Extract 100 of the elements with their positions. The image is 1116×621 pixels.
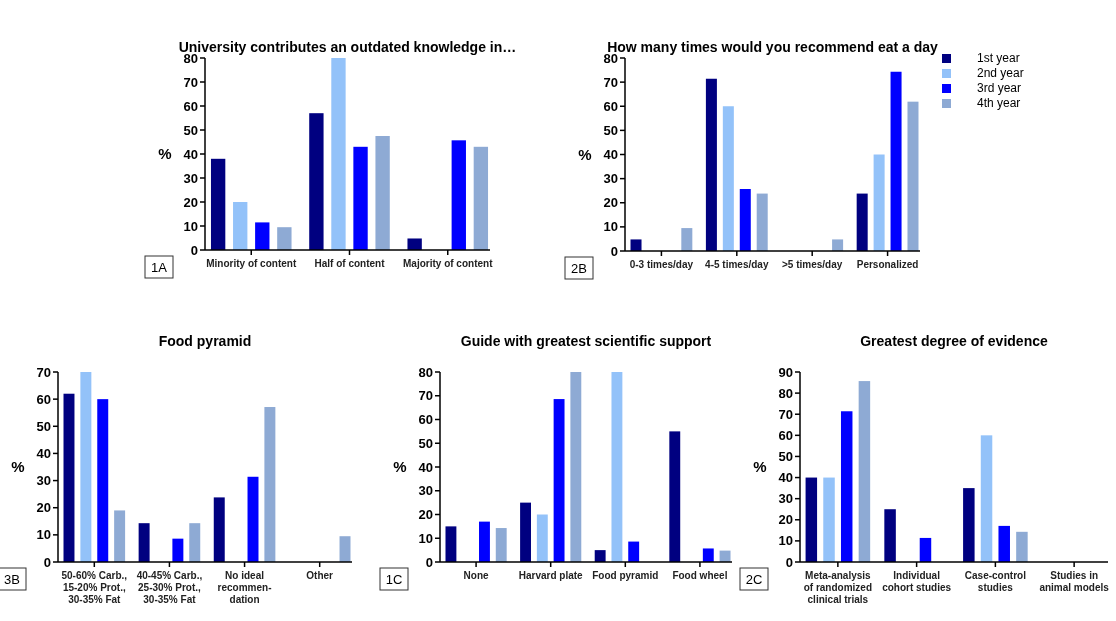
- y-tick-label: 0: [610, 243, 618, 259]
- bar: [495, 528, 507, 562]
- x-tick-label: Studies in animal models: [1039, 570, 1110, 593]
- x-tick-label: Minority of content: [206, 258, 297, 269]
- chart-title: How many times would you recommend eat a day: [607, 39, 939, 55]
- legend-label: 1st year: [977, 51, 1020, 66]
- y-tick-label: 0: [425, 554, 433, 570]
- bar: [536, 514, 548, 562]
- bar: [210, 158, 226, 250]
- x-tick-label: Personalized: [856, 259, 919, 270]
- bar: [702, 548, 714, 562]
- y-tick-label: 10: [603, 219, 618, 235]
- bar: [628, 541, 640, 562]
- y-tick-label: 80: [418, 364, 433, 380]
- bar: [873, 154, 885, 251]
- y-tick-label: 20: [36, 500, 51, 516]
- bar: [63, 393, 75, 562]
- text: 1C: [385, 571, 403, 587]
- y-tick-label: 0: [43, 554, 51, 570]
- x-tick-label: 40-45% Carb., 25-30% Prot., 30-35% Fat: [136, 570, 203, 605]
- bar: [840, 411, 853, 562]
- y-axis-title: %: [753, 458, 767, 476]
- y-tick-label: 50: [778, 448, 793, 464]
- y-tick-label: 40: [183, 146, 198, 162]
- bar: [832, 239, 844, 251]
- y-tick-label: 70: [418, 388, 433, 404]
- y-tick-label: 20: [603, 195, 618, 211]
- y-tick-label: 90: [778, 364, 793, 380]
- bar: [856, 193, 868, 251]
- y-tick-label: 10: [418, 530, 433, 546]
- bar: [963, 488, 975, 562]
- chart-title: Food pyramid: [158, 333, 252, 349]
- bar: [705, 78, 717, 251]
- y-tick-label: 70: [778, 406, 793, 422]
- y-tick-label: 40: [418, 459, 433, 475]
- y-tick-label: 10: [778, 533, 793, 549]
- y-tick-label: 30: [603, 171, 618, 187]
- x-tick-label: 0-3 times/day: [629, 259, 694, 270]
- bar: [669, 431, 681, 562]
- bar: [884, 509, 896, 562]
- y-tick-label: 70: [183, 74, 198, 90]
- legend-label: 2nd year: [977, 66, 1024, 81]
- y-tick-label: 30: [36, 473, 51, 489]
- bar: [681, 228, 693, 251]
- x-tick-label: Food pyramid: [592, 570, 659, 581]
- bar: [473, 146, 489, 250]
- y-tick-label: 30: [418, 483, 433, 499]
- bar: [277, 227, 292, 250]
- x-tick-label: No ideal recommen- dation: [217, 570, 272, 605]
- bar: [858, 381, 871, 562]
- bar: [739, 189, 751, 251]
- bar: [998, 525, 1010, 562]
- y-tick-label: 50: [36, 418, 51, 434]
- chart-title: University contributes an outdated knowledge in…: [178, 39, 517, 55]
- bar: [255, 222, 270, 250]
- text: 3B: [4, 571, 20, 587]
- bar: [407, 238, 422, 250]
- y-tick-label: 70: [36, 364, 51, 380]
- bar: [80, 372, 92, 562]
- text: 2C: [745, 571, 763, 587]
- y-tick-label: 80: [778, 385, 793, 401]
- y-tick-label: 0: [785, 554, 793, 570]
- x-tick-label: Meta-analysis of randomized clinical trials: [803, 570, 873, 605]
- bar: [890, 71, 902, 251]
- bar: [805, 477, 818, 562]
- bar: [189, 523, 201, 562]
- x-tick-label: 4-5 times/day: [705, 259, 769, 270]
- x-tick-label: >5 times/day: [782, 259, 843, 270]
- chart-title: Greatest degree of evidence: [860, 333, 1048, 349]
- bar: [375, 136, 390, 250]
- x-tick-label: None: [463, 570, 490, 581]
- bar: [247, 476, 259, 562]
- x-tick-label: 50-60% Carb., 15-20% Prot., 30-35% Fat: [61, 570, 128, 605]
- bar: [570, 372, 582, 562]
- bar: [722, 106, 734, 251]
- bar: [353, 146, 368, 250]
- bar: [138, 523, 150, 562]
- bar: [172, 538, 184, 562]
- bar: [264, 407, 276, 562]
- y-tick-label: 30: [183, 170, 198, 186]
- text: 1A: [151, 259, 168, 275]
- x-tick-label: Individual cohort studies: [882, 570, 952, 593]
- bar: [451, 140, 466, 250]
- bar: [1016, 531, 1028, 562]
- y-axis-title: %: [393, 458, 407, 476]
- x-tick-label: Food wheel: [672, 570, 728, 581]
- y-tick-label: 30: [778, 491, 793, 507]
- y-tick-label: 60: [36, 391, 51, 407]
- y-tick-label: 50: [183, 122, 198, 138]
- x-tick-label: Majority of content: [403, 258, 494, 269]
- y-tick-label: 60: [183, 98, 198, 114]
- bar: [445, 526, 457, 562]
- x-tick-label: Half of content: [314, 258, 386, 269]
- bar: [520, 502, 531, 562]
- y-tick-label: 60: [418, 412, 433, 428]
- bar: [980, 435, 993, 562]
- y-tick-label: 50: [418, 435, 433, 451]
- bar: [919, 537, 932, 562]
- y-tick-label: 60: [778, 427, 793, 443]
- y-tick-label: 50: [603, 122, 618, 138]
